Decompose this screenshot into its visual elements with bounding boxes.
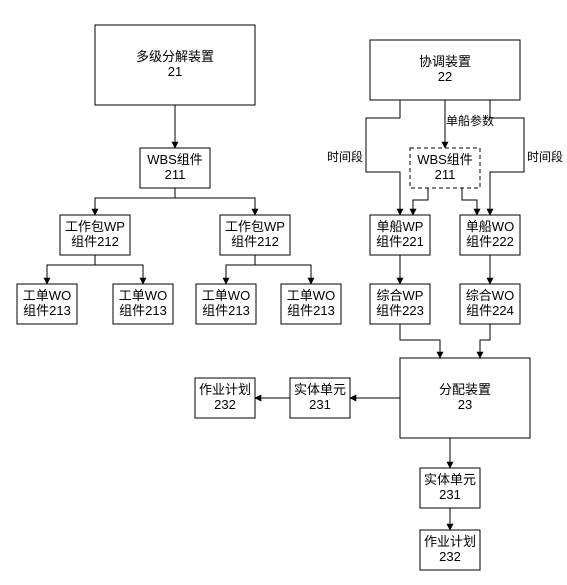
node-label: WBS组件	[417, 152, 473, 167]
node-label: 组件213	[202, 303, 250, 318]
node-label: 组件212	[71, 234, 119, 249]
node-label: 232	[214, 397, 236, 412]
node-label: 组件223	[376, 303, 424, 318]
node-label: WBS组件	[147, 152, 203, 167]
node-label: 实体单元	[294, 382, 346, 397]
node-label: 工作包WP	[225, 219, 285, 234]
node-label: 工单WO	[287, 288, 335, 303]
node-label: 单船WO	[466, 219, 514, 234]
node-n224: 综合WO组件224	[460, 284, 520, 324]
node-n211L: WBS组件211	[140, 148, 210, 188]
node-n231A: 实体单元231	[290, 378, 350, 418]
node-label: 作业计划	[199, 382, 251, 397]
node-label: 组件213	[23, 303, 71, 318]
edge-n22-n222	[490, 100, 524, 215]
node-label: 组件222	[466, 234, 514, 249]
nodes-layer: 多级分解装置21协调装置22WBS组件211工作包WP组件212工作包WP组件2…	[17, 25, 530, 570]
node-n212A: 工作包WP组件212	[60, 215, 130, 255]
node-n222: 单船WO组件222	[460, 215, 520, 255]
node-label: 231	[309, 397, 331, 412]
node-n223: 综合WP组件223	[370, 284, 430, 324]
node-n213B: 工单WO组件213	[113, 284, 173, 324]
node-label: 211	[435, 167, 456, 182]
node-label: 作业计划	[424, 534, 476, 549]
node-n231B: 实体单元231	[420, 468, 480, 508]
node-n23: 分配装置23	[400, 358, 530, 438]
node-n212B: 工作包WP组件212	[220, 215, 290, 255]
node-label: 综合WO	[466, 288, 514, 303]
node-label: 工单WO	[202, 288, 250, 303]
edge-n212B-n213D	[255, 255, 311, 284]
node-label: 协调装置	[419, 54, 471, 69]
node-label: 21	[168, 64, 182, 79]
node-label: 工单WO	[23, 288, 71, 303]
node-label: 实体单元	[424, 472, 476, 487]
edge-n224-n23	[480, 324, 490, 358]
node-label: 211	[165, 167, 186, 182]
edge-label: 单船参数	[446, 113, 494, 128]
edge-n22-n221	[366, 100, 400, 215]
node-label: 组件213	[287, 303, 335, 318]
node-label: 组件213	[119, 303, 167, 318]
edge-n211L-n212A	[95, 188, 175, 215]
edge-n212A-n213A	[47, 255, 95, 284]
node-label: 工单WO	[119, 288, 167, 303]
node-label: 组件221	[376, 234, 424, 249]
node-label: 分配装置	[439, 382, 491, 397]
node-label: 231	[439, 487, 461, 502]
node-label: 22	[438, 69, 452, 84]
node-label: 232	[439, 549, 461, 564]
edge-n212B-n213C	[226, 255, 255, 284]
edge-n223-n23	[400, 324, 440, 358]
node-label: 单船WP	[377, 219, 424, 234]
flowchart-canvas: 多级分解装置21协调装置22WBS组件211工作包WP组件212工作包WP组件2…	[0, 0, 567, 585]
edge-n211R-n222	[462, 188, 477, 215]
node-label: 组件224	[466, 303, 514, 318]
node-label: 综合WP	[377, 288, 424, 303]
node-label: 工作包WP	[65, 219, 125, 234]
node-n213D: 工单WO组件213	[281, 284, 341, 324]
node-n232A: 作业计划232	[195, 378, 255, 418]
edge-label: 时间段	[327, 149, 363, 164]
edge-label: 时间段	[527, 149, 563, 164]
node-n213C: 工单WO组件213	[196, 284, 256, 324]
node-label: 多级分解装置	[136, 49, 214, 64]
edge-n211R-n221	[413, 188, 428, 215]
node-n232B: 作业计划232	[420, 530, 480, 570]
node-n221: 单船WP组件221	[370, 215, 430, 255]
node-n21: 多级分解装置21	[95, 25, 255, 105]
node-n22: 协调装置22	[370, 40, 520, 100]
node-label: 23	[458, 397, 472, 412]
edge-n212A-n213B	[95, 255, 143, 284]
node-n211R: WBS组件211	[410, 148, 480, 188]
edge-n211L-n212B	[175, 188, 255, 215]
node-n213A: 工单WO组件213	[17, 284, 77, 324]
node-label: 组件212	[231, 234, 279, 249]
